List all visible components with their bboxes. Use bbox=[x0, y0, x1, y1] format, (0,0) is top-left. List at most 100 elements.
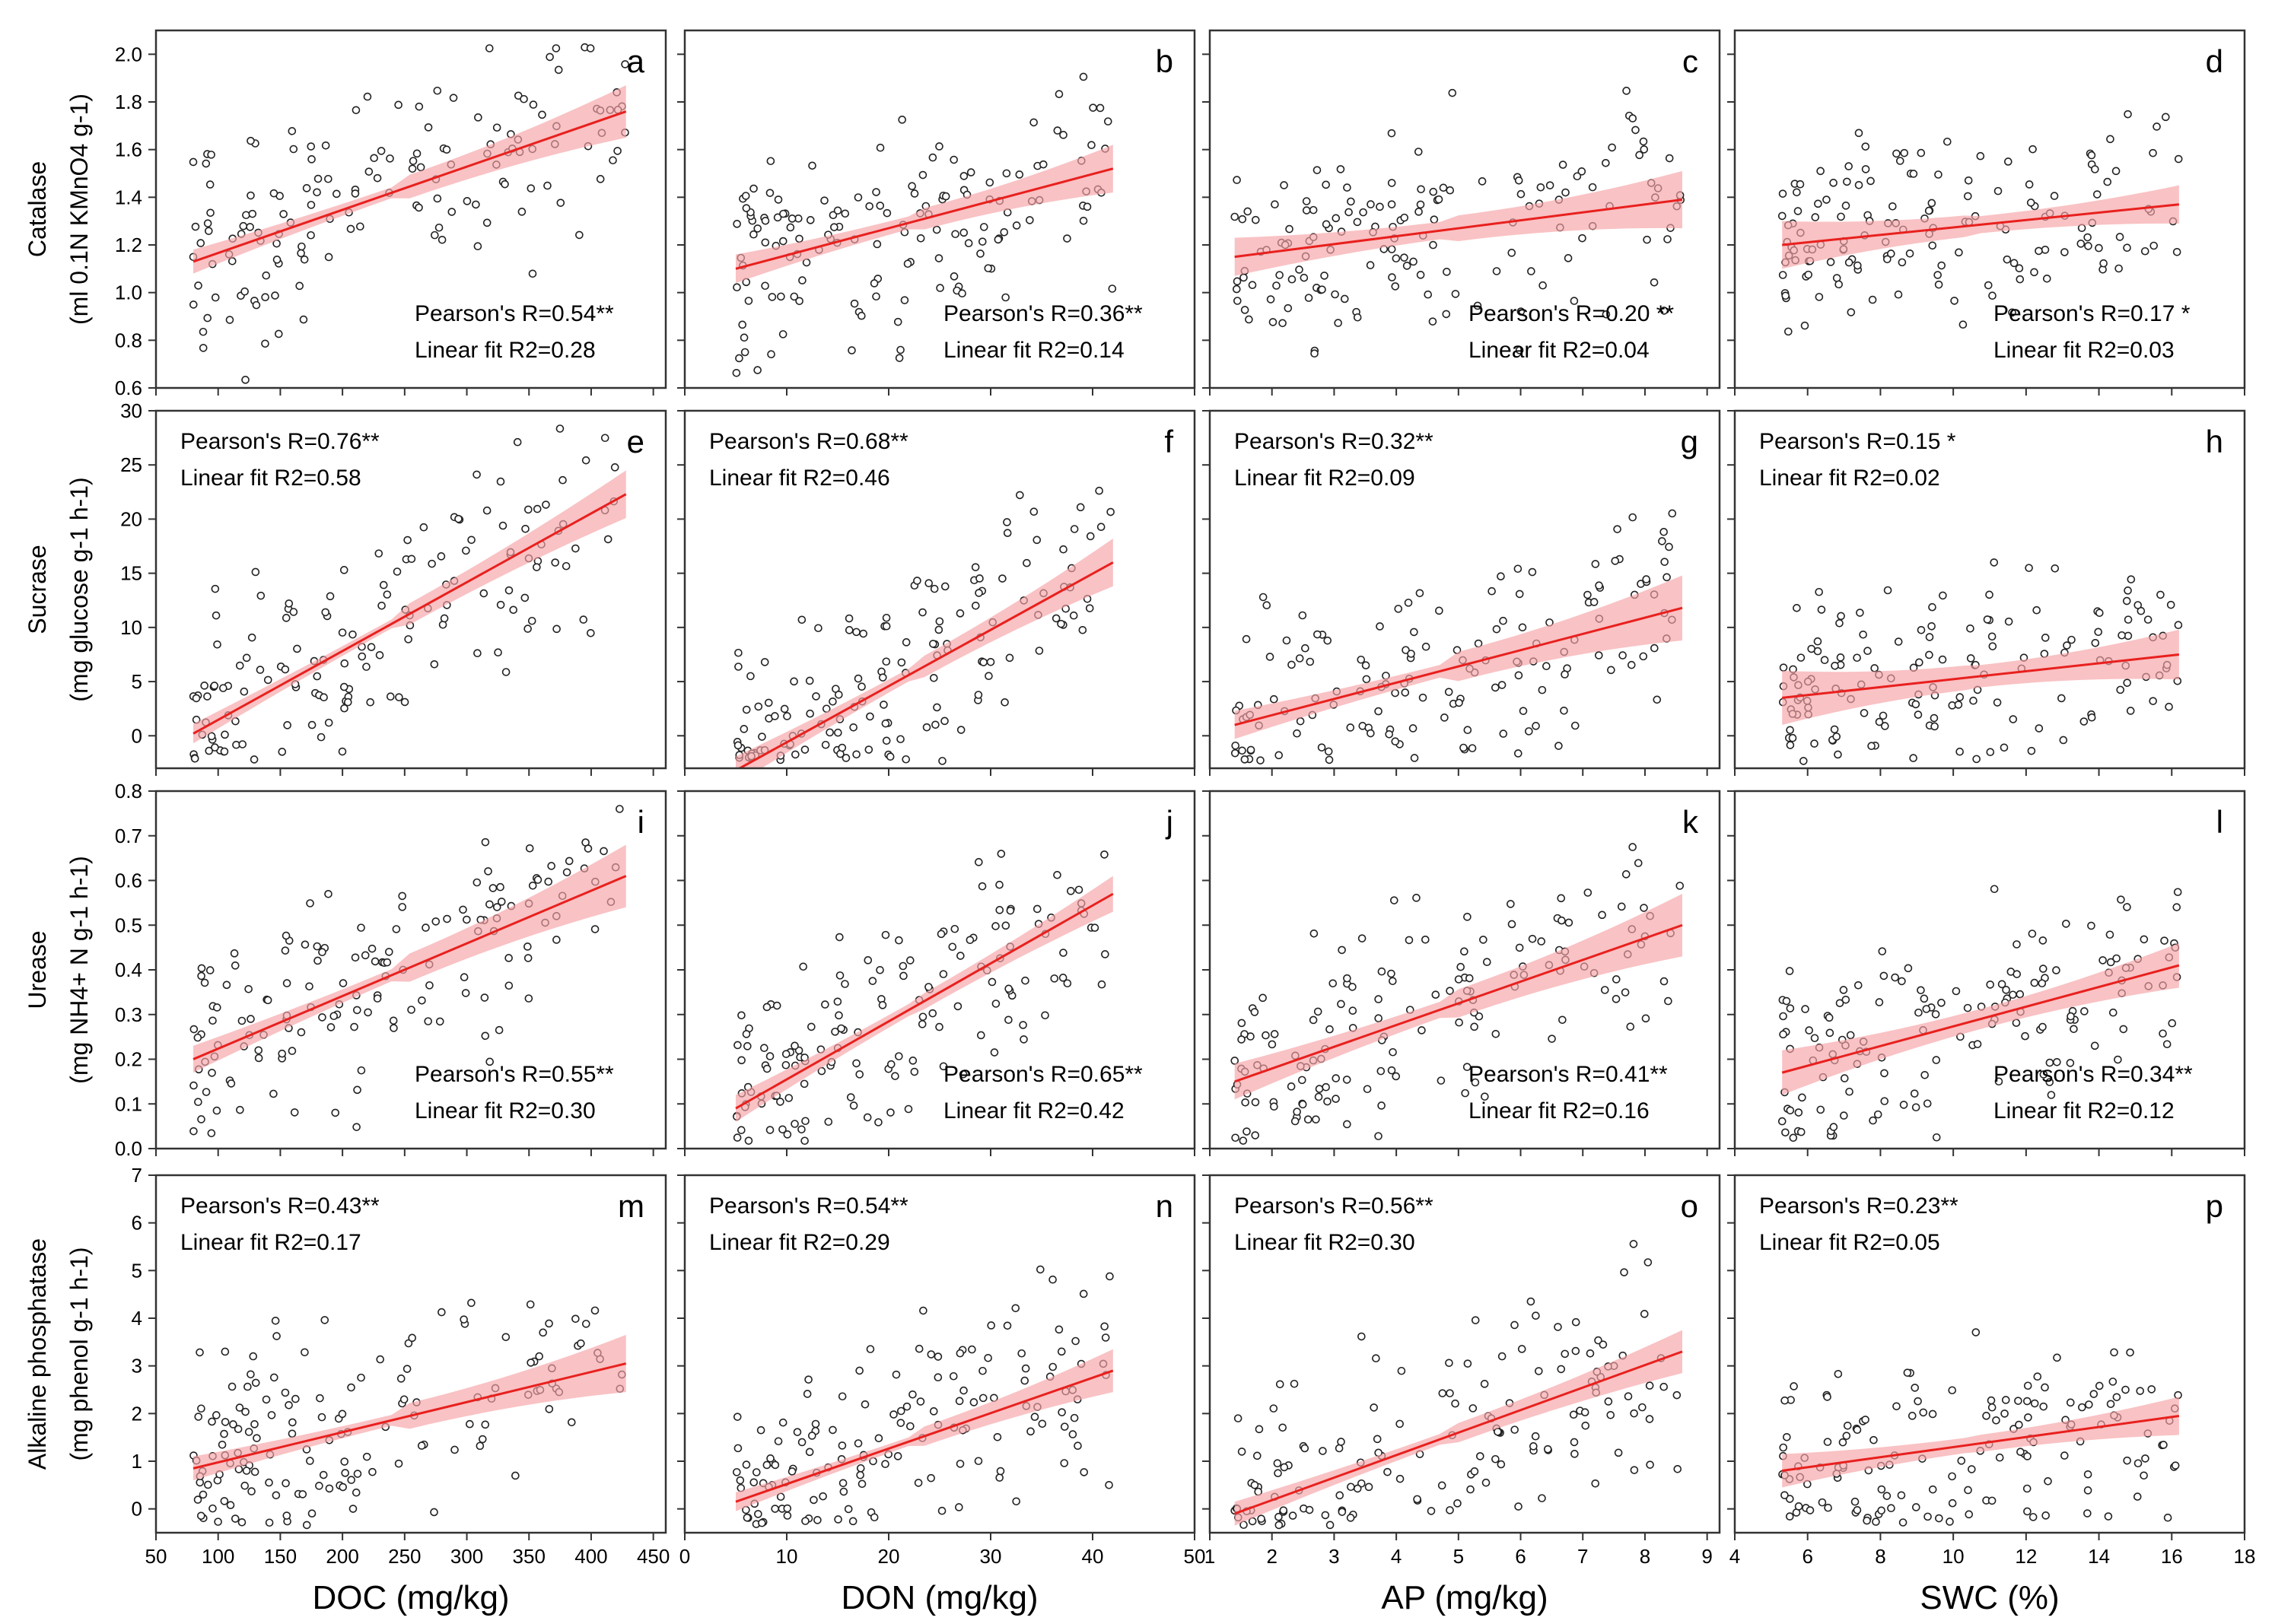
data-point bbox=[1779, 1443, 1788, 1452]
data-point bbox=[1079, 72, 1088, 81]
data-point bbox=[603, 535, 612, 544]
data-point bbox=[208, 1069, 216, 1077]
data-point bbox=[1451, 1399, 1459, 1408]
data-point bbox=[734, 663, 743, 671]
data-point bbox=[1001, 293, 1010, 302]
data-point bbox=[621, 60, 629, 68]
data-point bbox=[313, 956, 322, 965]
data-point bbox=[1927, 622, 1936, 631]
data-point bbox=[1337, 1000, 1345, 1009]
data-point bbox=[1285, 224, 1293, 234]
data-point bbox=[306, 1457, 314, 1465]
data-point bbox=[579, 615, 588, 624]
data-point bbox=[773, 213, 782, 222]
data-point bbox=[325, 1484, 334, 1493]
data-point bbox=[2090, 1041, 2099, 1050]
data-point bbox=[241, 376, 250, 384]
data-point bbox=[1101, 950, 1109, 958]
data-point bbox=[2030, 268, 2038, 277]
data-point bbox=[517, 208, 527, 216]
data-point bbox=[1405, 936, 1414, 945]
data-point bbox=[1331, 290, 1339, 299]
data-point bbox=[2038, 965, 2048, 973]
data-point bbox=[1491, 1029, 1500, 1038]
data-point bbox=[575, 230, 584, 240]
data-point bbox=[966, 936, 975, 945]
data-point bbox=[472, 200, 480, 209]
linear-fit-label: Linear fit R2=0.46 bbox=[709, 466, 890, 491]
data-point bbox=[1240, 306, 1249, 314]
data-point bbox=[2123, 903, 2131, 911]
data-point bbox=[1335, 1491, 1344, 1500]
data-point bbox=[1288, 1511, 1297, 1520]
data-point bbox=[282, 931, 291, 940]
data-point bbox=[509, 605, 517, 615]
y-tick-label: 20 bbox=[120, 507, 142, 530]
data-point bbox=[482, 506, 492, 515]
data-point bbox=[2042, 275, 2051, 283]
data-point bbox=[742, 1460, 751, 1469]
data-point bbox=[854, 674, 863, 683]
data-point bbox=[357, 923, 365, 932]
data-point bbox=[581, 456, 590, 465]
data-point bbox=[2038, 1022, 2047, 1031]
data-point bbox=[1401, 688, 1410, 697]
data-point bbox=[2004, 617, 2013, 626]
data-point bbox=[1036, 1265, 1045, 1274]
data-point bbox=[1612, 995, 1621, 1003]
data-point bbox=[1404, 599, 1413, 607]
data-point bbox=[1917, 625, 1926, 634]
data-point bbox=[1640, 904, 1648, 912]
data-point bbox=[282, 979, 291, 987]
data-point bbox=[1950, 297, 1958, 305]
data-point bbox=[293, 644, 301, 653]
data-point bbox=[1786, 726, 1794, 735]
data-point bbox=[906, 1422, 915, 1431]
data-point bbox=[1624, 1392, 1633, 1401]
data-point bbox=[1430, 215, 1439, 224]
data-point bbox=[1287, 275, 1297, 284]
data-point bbox=[1782, 996, 1791, 1006]
data-point bbox=[1057, 1347, 1066, 1356]
data-point bbox=[1060, 1459, 1069, 1467]
data-point bbox=[1372, 1354, 1380, 1363]
data-point bbox=[1454, 975, 1463, 984]
data-point bbox=[1298, 1100, 1307, 1109]
data-point bbox=[1801, 1005, 1809, 1013]
data-point bbox=[1431, 990, 1440, 999]
data-point bbox=[239, 221, 248, 230]
data-point bbox=[1786, 1106, 1795, 1115]
data-point bbox=[1252, 1451, 1262, 1460]
data-point bbox=[1272, 281, 1281, 290]
data-point bbox=[609, 156, 617, 165]
data-point bbox=[226, 1501, 235, 1509]
data-point bbox=[1074, 1441, 1082, 1451]
data-point bbox=[959, 228, 969, 237]
data-point bbox=[899, 971, 908, 980]
data-point bbox=[231, 961, 240, 970]
data-point bbox=[1914, 710, 1923, 719]
data-point bbox=[207, 1129, 216, 1138]
data-point bbox=[1786, 1495, 1794, 1503]
data-point bbox=[1915, 658, 1923, 667]
data-point bbox=[1392, 1072, 1401, 1081]
data-point bbox=[1990, 558, 1999, 567]
x-axis-title: DOC (mg/kg) bbox=[312, 1579, 509, 1616]
data-point bbox=[768, 293, 777, 301]
data-point bbox=[858, 311, 866, 320]
data-point bbox=[313, 174, 323, 183]
data-point bbox=[1904, 964, 1913, 973]
data-point bbox=[1933, 271, 1942, 279]
data-point bbox=[1990, 885, 1999, 894]
data-point bbox=[1048, 1275, 1057, 1284]
data-point bbox=[2104, 1512, 2113, 1521]
pearson-label: Pearson's R=0.54** bbox=[709, 1193, 908, 1219]
data-point bbox=[539, 1328, 547, 1337]
data-point bbox=[2083, 1509, 2092, 1518]
data-point bbox=[318, 1013, 326, 1022]
data-point bbox=[2165, 702, 2173, 711]
data-point bbox=[740, 725, 749, 733]
data-point bbox=[208, 1504, 217, 1513]
data-point bbox=[1297, 1076, 1306, 1085]
data-point bbox=[291, 1394, 300, 1403]
